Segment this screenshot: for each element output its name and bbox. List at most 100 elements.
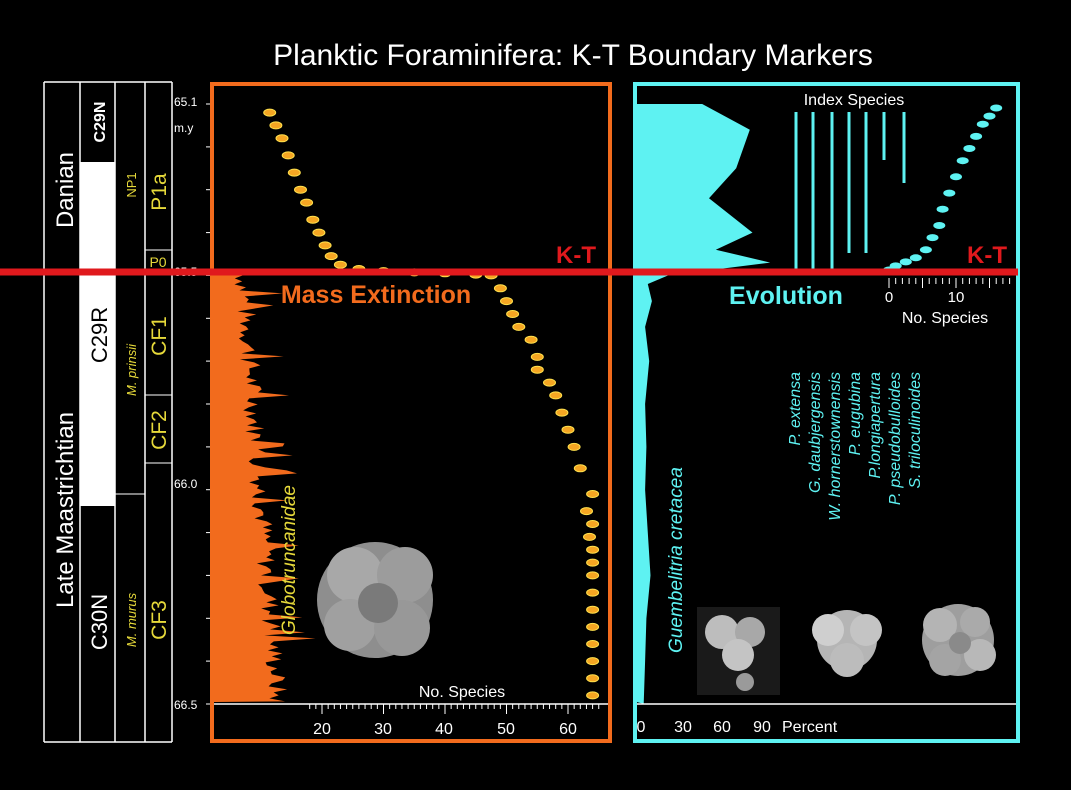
species-count-point [583, 532, 596, 541]
index-species-name: G. daubjergensis [807, 372, 824, 493]
x-tick-label: 90 [753, 719, 771, 736]
fossil-chamber [735, 617, 765, 647]
x-tick-label: 60 [713, 719, 731, 736]
inset-species-point [919, 246, 932, 254]
species-count-point [586, 691, 600, 700]
fossil-chamber [705, 615, 739, 649]
inset-tick-label: 0 [885, 289, 893, 306]
species-count-point [530, 352, 544, 361]
zone-label: P0 [149, 254, 166, 270]
zone-label: M. murus [124, 592, 139, 647]
species-count-point [512, 322, 526, 331]
x-tick-label: 60 [559, 721, 577, 738]
index-species-name: S. triloculinoides [907, 372, 924, 489]
fossil-chamber [830, 643, 864, 677]
inset-tick-label: 10 [948, 289, 965, 306]
species-count-point [573, 464, 587, 473]
species-count-point [294, 185, 307, 194]
curve-label: Globotruncanidae [279, 485, 300, 635]
index-species-name: P. pseudobulloides [887, 372, 904, 505]
x-tick-label: 30 [674, 719, 692, 736]
species-count-point [586, 490, 600, 498]
zone-label: NP1 [124, 172, 139, 197]
species-count-point [306, 215, 320, 224]
age-tick-label: 66.0 [174, 477, 198, 491]
species-count-point [269, 121, 283, 130]
inset-species-point [956, 157, 969, 165]
inset-axis-label: No. Species [902, 310, 988, 327]
inset-species-point [936, 205, 949, 213]
index-species-labels: P. extensa G. daubjergensis W. hornersto… [787, 372, 924, 521]
fossil-chamber [964, 639, 996, 671]
species-count-point [586, 588, 600, 597]
species-count-point [586, 622, 600, 631]
c29r-band [80, 162, 115, 506]
inset-species-point [889, 262, 902, 270]
species-count-point [281, 151, 295, 160]
inset-species-point [970, 132, 983, 140]
zone-label: CF3 [148, 600, 171, 640]
age-tick-label: 65.1 [174, 95, 198, 109]
species-count-point [586, 558, 600, 567]
species-count-point [524, 335, 538, 344]
guembelitria-area [637, 104, 771, 704]
stratigraphic-column: Danian Late Maastrichtian C29N C29R C30N… [43, 81, 173, 743]
species-count-point [586, 545, 600, 554]
fossil-chamber [812, 614, 844, 646]
inset-species-point [933, 222, 946, 229]
inset-species-point [950, 173, 962, 181]
kt-label: K-T [556, 242, 596, 269]
mass-extinction-panel: 20 30 40 50 60 No. Species Globotruncani… [212, 108, 610, 738]
globotruncana-fossil-image [317, 542, 433, 658]
fossil-chamber [949, 632, 971, 654]
event-label: Evolution [729, 282, 843, 310]
species-count-point [586, 571, 600, 580]
species-count-point [580, 507, 593, 516]
species-count-point [586, 657, 600, 666]
inset-species-point [943, 189, 956, 197]
species-count-point [324, 252, 338, 261]
species-count-point [530, 365, 544, 374]
inset-axis-ticks [888, 278, 1011, 288]
fossil-chamber [722, 639, 754, 671]
kt-label: K-T [967, 242, 1007, 269]
species-count-point [318, 241, 332, 250]
fossil-chamber [358, 583, 398, 623]
index-species-name: W. hornerstownensis [827, 372, 844, 521]
inset-species-point [963, 145, 976, 152]
x-tick-label: 30 [374, 721, 392, 738]
curve-label: Guembelitria cretacea [666, 467, 687, 653]
parvularugoglobigerina-fossil-image [812, 610, 882, 677]
species-count-point [263, 108, 277, 117]
fossil-chamber [850, 614, 882, 646]
zone-label: CF1 [148, 316, 171, 356]
x-tick-label: 20 [313, 721, 331, 738]
fossil-chamber [923, 608, 957, 642]
stage-label: Late Maastrichtian [52, 412, 79, 608]
species-count-point [586, 605, 600, 614]
index-species-name: P. eugubina [847, 372, 864, 455]
inset-species-point [909, 254, 922, 262]
species-count-point [333, 260, 347, 269]
x-tick-label: 0 [637, 719, 646, 736]
evolution-panel: 0 30 60 90 Percent Guembelitria cretacea… [635, 92, 1018, 736]
age-unit-label: m.y [174, 121, 193, 135]
species-count-point [543, 378, 556, 387]
chron-label: C29R [87, 307, 112, 363]
globotruncanidae-area [214, 275, 316, 702]
species-count-point [586, 640, 600, 648]
inset-species-point [983, 112, 996, 120]
x-axis-label: Percent [782, 719, 838, 736]
zone-label: M. prinsii [124, 343, 139, 396]
inset-species-points [883, 104, 1003, 274]
eoglobigerina-fossil-image [922, 604, 996, 676]
zone-label: P1a [148, 173, 171, 211]
species-count-point [506, 310, 520, 318]
species-count-point [555, 408, 569, 417]
species-count-point [586, 674, 600, 683]
inset-species-point [899, 258, 912, 266]
species-count-point [493, 284, 507, 293]
index-species-name: P.longiapertura [867, 372, 884, 479]
age-tick-label: 66.5 [174, 698, 198, 712]
